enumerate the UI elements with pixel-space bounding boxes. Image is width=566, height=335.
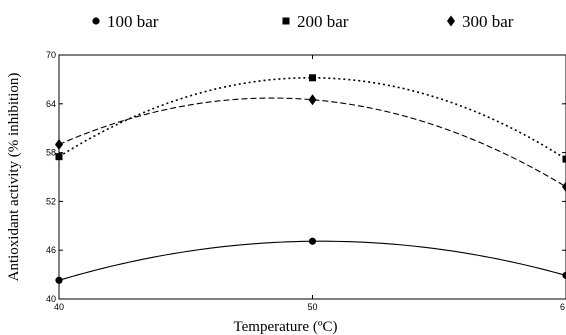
y-tick-label: 46 (46, 245, 56, 255)
legend-marker-diamond (447, 15, 455, 27)
plot-area: 40 46 52 58 64 70 40 50 6 (46, 50, 566, 312)
series-line-0 (58, 240, 566, 281)
markers (55, 74, 566, 284)
legend-label: 300 bar (462, 12, 514, 31)
data-point-diamond (562, 181, 566, 193)
x-tick-label: 6 (560, 302, 565, 312)
y-tick-label: 40 (46, 294, 56, 304)
data-point-circle (562, 271, 566, 280)
legend-item: 300 bar (447, 12, 514, 31)
x-axis-title: Temperature (ºC) (234, 319, 338, 335)
data-point-square (55, 153, 63, 161)
y-tick-label: 64 (46, 99, 56, 109)
legend-label: 200 bar (297, 12, 349, 31)
plot-frame (58, 54, 566, 300)
data-point-diamond (55, 138, 63, 150)
legend-marker-square (282, 17, 290, 25)
series-line-2 (58, 97, 566, 188)
legend-label: 100 bar (107, 12, 159, 31)
data-point-circle (55, 276, 63, 284)
legend-item: 100 bar (92, 12, 159, 31)
ticks: 40 46 52 58 64 70 40 50 6 (46, 50, 566, 312)
y-axis-title: Antioxidant activity (% inhibition) (6, 73, 22, 282)
y-tick-label: 52 (46, 196, 56, 206)
y-tick-label: 58 (46, 148, 56, 158)
data-point-circle (308, 237, 317, 245)
y-tick-label: 70 (46, 50, 56, 60)
x-tick-label: 50 (307, 302, 317, 312)
legend-item: 200 bar (282, 12, 349, 31)
series-line-1 (58, 76, 566, 160)
x-tick-label: 40 (54, 302, 64, 312)
legend: 100 bar 200 bar 300 bar (92, 12, 514, 31)
data-point-square (309, 74, 316, 82)
legend-marker-circle (92, 17, 100, 25)
curves (58, 76, 566, 281)
data-point-diamond (308, 94, 317, 106)
data-point-square (562, 155, 566, 163)
